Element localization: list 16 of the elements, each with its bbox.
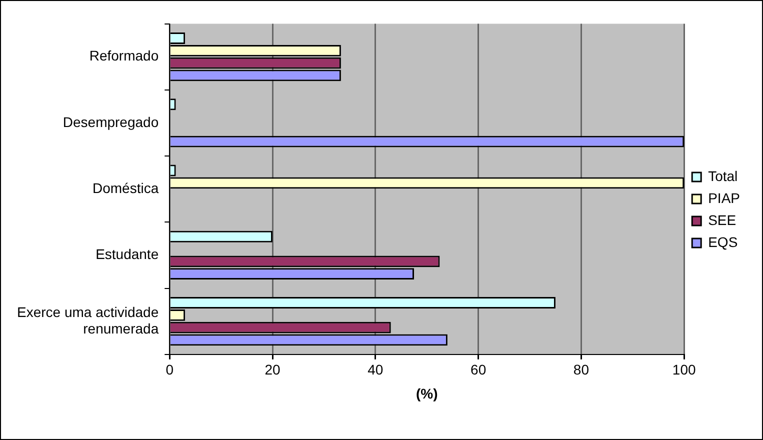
x-tick-label: 60: [470, 362, 486, 378]
x-tick-label: 0: [166, 362, 174, 378]
y-tick-label: Reformado: [89, 48, 159, 64]
legend-label: SEE: [708, 212, 736, 228]
x-tick-label: 100: [672, 362, 696, 378]
x-axis-title: (%): [416, 385, 438, 402]
legend-label: EQS: [708, 234, 738, 250]
y-tick-label: Estudante: [96, 246, 159, 262]
y-tick-label: Doméstica: [92, 180, 159, 196]
x-tick-label: 40: [368, 362, 384, 378]
y-tick-label: Exerce uma actividade renumerada: [16, 304, 159, 337]
x-tick-label: 20: [264, 362, 281, 378]
y-tick-label: Desempregado: [62, 114, 159, 130]
legend-label: Total: [708, 168, 738, 184]
x-tick-label: 80: [573, 362, 590, 378]
legend-label: PIAP: [708, 190, 740, 206]
